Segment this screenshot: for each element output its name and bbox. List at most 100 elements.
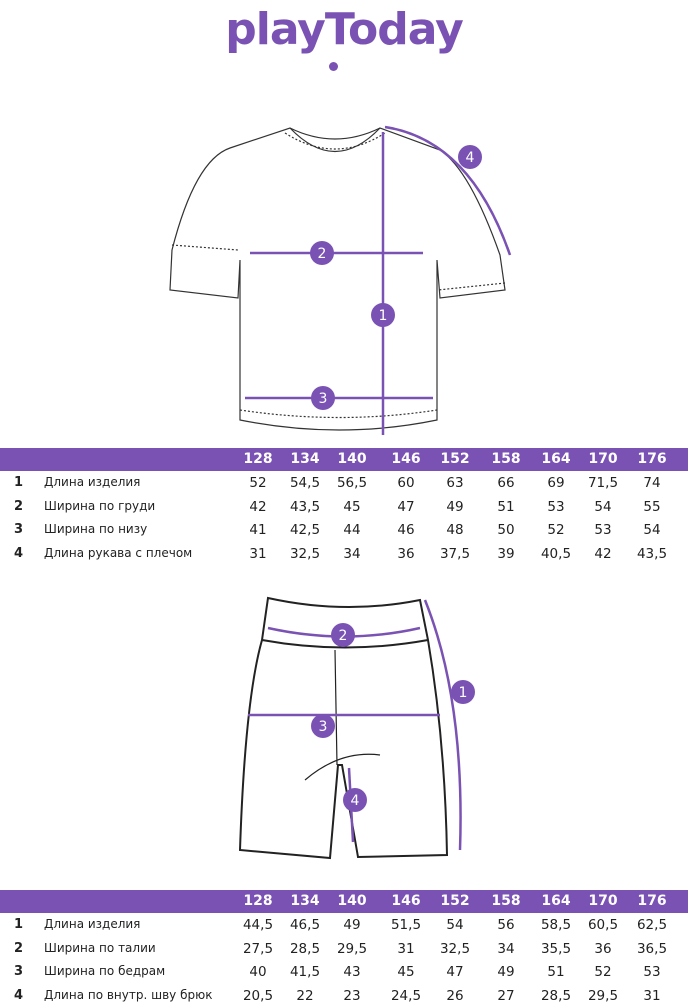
size-header: 146 — [391, 893, 420, 909]
table-cell: 55 — [643, 499, 660, 515]
table-cell: 47 — [397, 499, 414, 515]
table-cell: 46,5 — [290, 917, 320, 933]
row-number: 1 — [14, 917, 23, 932]
table-cell: 32,5 — [440, 941, 470, 957]
row-number: 3 — [14, 964, 23, 979]
table-cell: 31 — [249, 546, 266, 562]
svg-text:2: 2 — [318, 246, 327, 262]
size-header: 170 — [588, 451, 617, 467]
table-cell: 49 — [497, 964, 514, 980]
svg-text:3: 3 — [319, 391, 328, 407]
table-cell: 32,5 — [290, 546, 320, 562]
table-cell: 43,5 — [290, 499, 320, 515]
table-cell: 26 — [446, 988, 463, 1004]
measure-marker: 4 — [343, 788, 367, 812]
size-header: 152 — [440, 451, 469, 467]
measure-marker: 2 — [310, 241, 334, 265]
row-label: Длина рукава с плечом — [44, 546, 192, 560]
table-cell: 69 — [547, 475, 564, 491]
size-header: 134 — [290, 451, 319, 467]
tshirt-outline — [170, 128, 505, 430]
table-cell: 54 — [643, 522, 660, 538]
table-cell: 22 — [296, 988, 313, 1004]
table-cell: 31 — [643, 988, 660, 1004]
row-number: 1 — [14, 475, 23, 490]
table-cell: 58,5 — [541, 917, 571, 933]
svg-text:2: 2 — [339, 628, 348, 644]
table-cell: 49 — [343, 917, 360, 933]
table-cell: 45 — [397, 964, 414, 980]
table-cell: 52 — [547, 522, 564, 538]
table-cell: 62,5 — [637, 917, 667, 933]
measure-marker: 2 — [331, 623, 355, 647]
table-cell: 60,5 — [588, 917, 618, 933]
table-cell: 53 — [594, 522, 611, 538]
row-label: Ширина по груди — [44, 499, 155, 513]
table-cell: 27,5 — [243, 941, 273, 957]
table-cell: 63 — [446, 475, 463, 491]
table-cell: 23 — [343, 988, 360, 1004]
size-header: 128 — [243, 451, 272, 467]
row-label: Длина изделия — [44, 917, 140, 931]
table-cell: 66 — [497, 475, 514, 491]
table-cell: 47 — [446, 964, 463, 980]
svg-text:1: 1 — [459, 685, 468, 701]
table-cell: 42 — [249, 499, 266, 515]
row-label: Длина изделия — [44, 475, 140, 489]
table-cell: 56 — [497, 917, 514, 933]
row-label: Ширина по бедрам — [44, 964, 165, 978]
table-cell: 51 — [497, 499, 514, 515]
table-cell: 41 — [249, 522, 266, 538]
table-cell: 42,5 — [290, 522, 320, 538]
table-cell: 20,5 — [243, 988, 273, 1004]
table-cell: 43 — [343, 964, 360, 980]
table-cell: 29,5 — [588, 988, 618, 1004]
shorts-diagram: 1 2 3 4 — [0, 580, 688, 880]
table-cell: 56,5 — [337, 475, 367, 491]
table-cell: 51,5 — [391, 917, 421, 933]
table-cell: 54 — [446, 917, 463, 933]
table-cell: 54 — [594, 499, 611, 515]
table-cell: 53 — [547, 499, 564, 515]
size-header: 140 — [337, 451, 366, 467]
size-header: 152 — [440, 893, 469, 909]
table-cell: 50 — [497, 522, 514, 538]
row-number: 2 — [14, 941, 23, 956]
table-cell: 35,5 — [541, 941, 571, 957]
table-cell: 45 — [343, 499, 360, 515]
table-cell: 74 — [643, 475, 660, 491]
row-number: 3 — [14, 522, 23, 537]
table-cell: 40 — [249, 964, 266, 980]
table-cell: 51 — [547, 964, 564, 980]
table-cell: 44 — [343, 522, 360, 538]
size-header: 158 — [491, 451, 520, 467]
table-cell: 52 — [594, 964, 611, 980]
table-cell: 52 — [249, 475, 266, 491]
table-cell: 49 — [446, 499, 463, 515]
table-cell: 42 — [594, 546, 611, 562]
measure-marker: 3 — [311, 386, 335, 410]
table-cell: 28,5 — [290, 941, 320, 957]
table-cell: 34 — [343, 546, 360, 562]
svg-text:4: 4 — [351, 793, 360, 809]
row-number: 4 — [14, 546, 23, 561]
table-cell: 48 — [446, 522, 463, 538]
table-cell: 37,5 — [440, 546, 470, 562]
table-cell: 39 — [497, 546, 514, 562]
measure-marker: 3 — [311, 714, 335, 738]
table-cell: 40,5 — [541, 546, 571, 562]
size-header: 134 — [290, 893, 319, 909]
table-cell: 29,5 — [337, 941, 367, 957]
size-header: 170 — [588, 893, 617, 909]
svg-text:1: 1 — [379, 308, 388, 324]
measure-marker: 1 — [451, 680, 475, 704]
table-cell: 41,5 — [290, 964, 320, 980]
